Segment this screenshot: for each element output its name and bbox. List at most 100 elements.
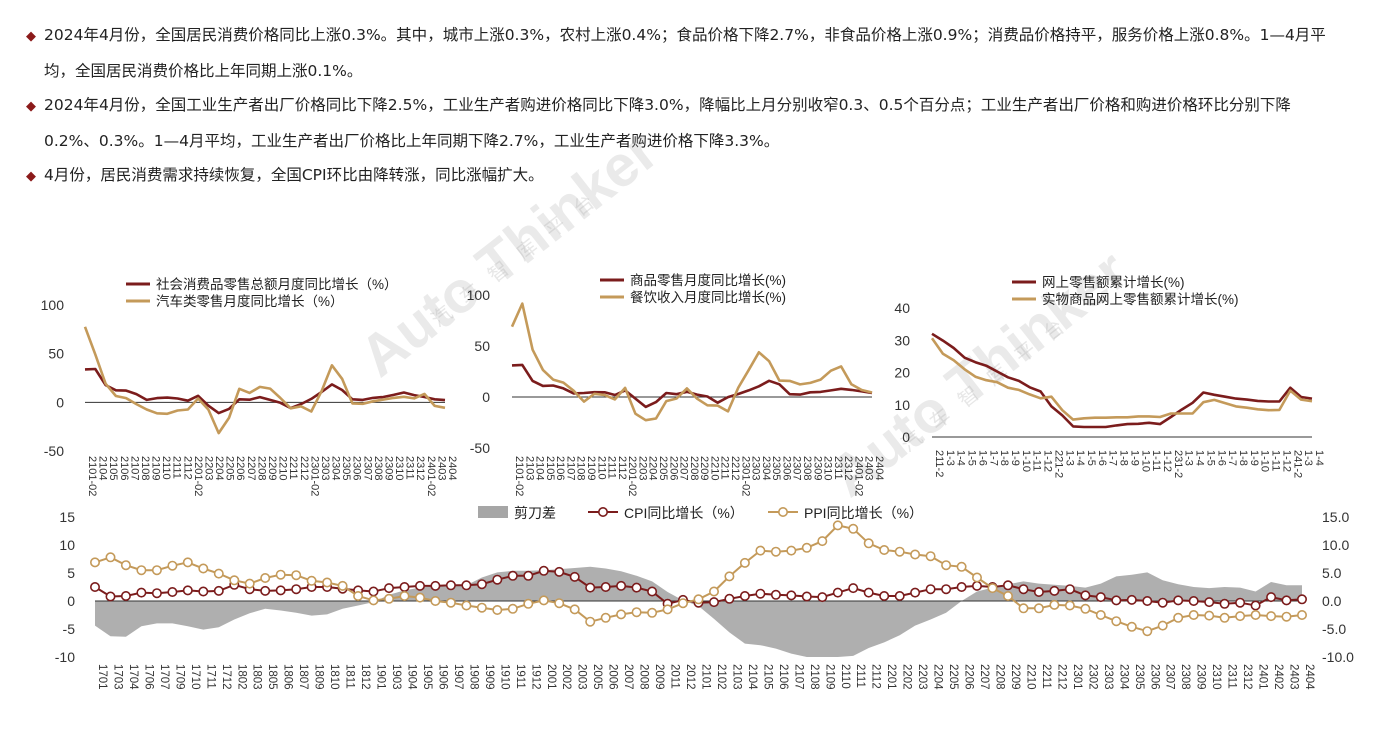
x-tick-label: 2008 xyxy=(638,664,650,690)
x-tick-label: 2111 xyxy=(854,664,866,688)
x-tick-label: 2109 xyxy=(585,456,597,480)
legend-swatch xyxy=(478,506,508,518)
data-point xyxy=(275,569,286,580)
data-point xyxy=(414,580,425,591)
data-point xyxy=(1126,621,1137,632)
x-tick-label: 2201-02 xyxy=(626,456,638,496)
x-tick-label: 1912 xyxy=(529,664,541,690)
x-tick-label: 211-2 xyxy=(933,450,945,477)
data-point xyxy=(151,565,162,576)
data-point xyxy=(662,604,673,615)
diamond-icon: ◆ xyxy=(26,99,36,114)
x-tick-label: 2310 xyxy=(822,456,834,480)
data-point xyxy=(198,586,209,597)
x-tick-label: 1-6 xyxy=(1096,450,1108,466)
data-point xyxy=(1188,610,1199,621)
x-tick-label: 2007 xyxy=(622,664,634,690)
x-tick-label: 1711 xyxy=(204,664,216,689)
x-tick-label: 2105 xyxy=(761,664,773,690)
data-point xyxy=(585,616,596,627)
x-tick-label: 2212 xyxy=(729,456,741,480)
x-tick-label: 231-2 xyxy=(1172,450,1184,478)
x-tick-label: 1-4 xyxy=(1194,450,1206,466)
y-tick-label: -50 xyxy=(470,440,490,456)
data-point xyxy=(1266,592,1277,603)
data-point xyxy=(848,523,859,534)
x-tick-label: 1-7 xyxy=(1226,450,1238,466)
x-tick-label: 1811 xyxy=(344,664,356,689)
x-tick-label: 221-2 xyxy=(1052,450,1064,478)
x-tick-label: 2212 xyxy=(1055,664,1067,690)
data-point xyxy=(724,571,735,582)
x-tick-label: 2112 xyxy=(616,456,628,480)
x-tick-label: 2401 xyxy=(1257,664,1269,690)
x-tick-label: 2103 xyxy=(523,456,535,480)
data-point xyxy=(90,582,101,593)
x-tick-label: 1-3 xyxy=(1063,450,1075,466)
data-point xyxy=(461,580,472,591)
x-tick-label: 1-8 xyxy=(998,450,1010,466)
data-point xyxy=(523,570,534,581)
x-tick-label: 2205 xyxy=(657,456,669,480)
x-tick-label: 2103 xyxy=(730,664,742,690)
data-point xyxy=(507,603,518,614)
data-point xyxy=(879,544,890,555)
x-tick-label: 2403 xyxy=(435,456,447,480)
x-tick-label: 2106 xyxy=(554,456,566,480)
x-tick-label: 2208 xyxy=(688,456,700,480)
data-point xyxy=(368,595,379,606)
x-tick-label: 1-8 xyxy=(1237,450,1249,466)
data-point xyxy=(1111,595,1122,606)
data-point xyxy=(1173,595,1184,606)
data-point xyxy=(167,560,178,571)
data-point xyxy=(523,598,534,609)
x-tick-label: 1802 xyxy=(235,664,247,690)
y-tick-label-right: 15.0 xyxy=(1322,509,1349,525)
x-tick-label: 2107 xyxy=(564,456,576,480)
y-tick-label: 100 xyxy=(467,287,491,303)
data-point xyxy=(507,570,518,581)
data-point xyxy=(616,580,627,591)
x-tick-label: 2206 xyxy=(234,456,246,480)
data-point xyxy=(306,575,317,586)
x-tick-label: 2202 xyxy=(901,664,913,690)
y-tick-label: 20 xyxy=(894,365,910,381)
x-tick-label: 2307 xyxy=(791,456,803,480)
data-point xyxy=(631,582,642,593)
x-tick-label: 1905 xyxy=(421,664,433,690)
x-tick-label: 2404 xyxy=(446,456,458,480)
x-tick-label: 1803 xyxy=(251,664,263,690)
y-tick-label: 40 xyxy=(894,300,910,316)
x-tick-label: 1910 xyxy=(498,664,510,690)
x-tick-label: 2002 xyxy=(560,664,572,690)
x-tick-label: 2301-02 xyxy=(308,456,320,496)
data-point xyxy=(291,570,302,581)
data-point xyxy=(260,573,271,584)
x-tick-label: 2108 xyxy=(575,456,587,480)
data-point xyxy=(383,593,394,604)
x-tick-label: 1-9 xyxy=(1128,450,1140,466)
x-tick-label: 2204 xyxy=(932,664,944,690)
x-tick-label: 1-7 xyxy=(987,450,999,466)
data-point xyxy=(1064,600,1075,611)
data-point xyxy=(213,568,224,579)
x-tick-label: 1-5 xyxy=(1085,450,1097,466)
data-point xyxy=(600,612,611,623)
x-tick-label: 2308 xyxy=(1179,664,1191,690)
data-point xyxy=(817,592,828,603)
data-point xyxy=(693,594,704,605)
x-tick-label: 2404 xyxy=(1303,664,1315,690)
series-line xyxy=(84,367,446,415)
x-tick-label: 2109 xyxy=(150,456,162,480)
y-tick-label-left: 15 xyxy=(59,509,75,525)
data-point xyxy=(708,586,719,597)
x-tick-label: 2009 xyxy=(653,664,665,690)
x-tick-label: 1-7 xyxy=(1107,450,1119,466)
x-tick-label: 1807 xyxy=(297,664,309,690)
x-tick-label: 1911 xyxy=(514,664,526,689)
data-point xyxy=(1297,610,1308,621)
x-tick-label: 2305 xyxy=(340,456,352,480)
x-tick-label: 2311 xyxy=(1226,664,1238,689)
x-tick-label: 2207 xyxy=(245,456,257,480)
y-tick-label-left: -5 xyxy=(63,621,76,637)
